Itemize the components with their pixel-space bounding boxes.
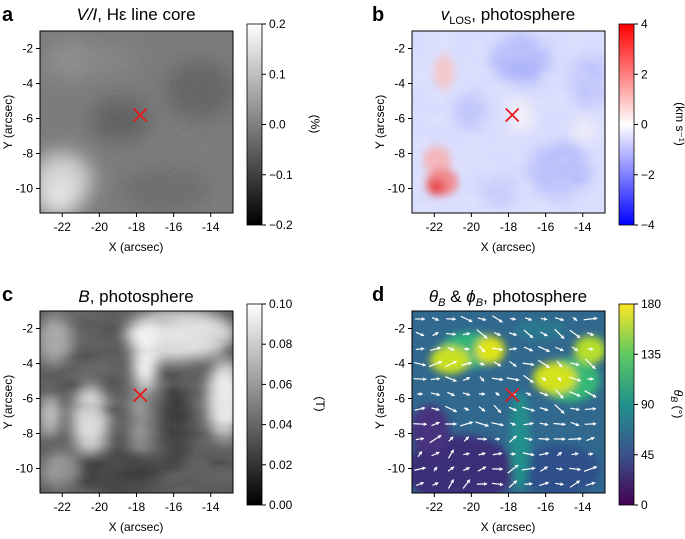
panel-a: a V/I, Hε line core -22 -20 -18 -16 -14 -2 -4 -… bbox=[1, 4, 322, 254]
x-tick-label: -16 bbox=[165, 220, 183, 234]
x-tick-label: -22 bbox=[426, 500, 444, 514]
y-tick-label: -6 bbox=[22, 392, 33, 406]
x-tick-label: -14 bbox=[574, 500, 592, 514]
x-axis-label: X (arcsec) bbox=[109, 240, 164, 254]
colorbar-tick-label: 0.04 bbox=[269, 418, 293, 432]
y-tick-label: -2 bbox=[22, 42, 33, 56]
x-tick-label: -18 bbox=[500, 500, 518, 514]
x-tick-label: -14 bbox=[202, 500, 220, 514]
colorbar-tick-label: 0 bbox=[641, 118, 648, 132]
colorbar-tick-label: 135 bbox=[641, 347, 661, 361]
x-tick-label: -20 bbox=[463, 500, 481, 514]
x-tick-label: -18 bbox=[128, 220, 146, 234]
y-axis-label: Y (arcsec) bbox=[373, 375, 387, 429]
colorbar-tick-label: −0.1 bbox=[269, 168, 293, 182]
colorbar bbox=[247, 24, 262, 225]
y-tick-label: -2 bbox=[394, 42, 405, 56]
x-tick-label: -16 bbox=[537, 220, 555, 234]
x-tick-label: -16 bbox=[537, 500, 555, 514]
panel-title: B, photosphere bbox=[78, 287, 193, 306]
colorbar-tick-label: 0.06 bbox=[269, 377, 293, 391]
x-tick-label: -14 bbox=[574, 220, 592, 234]
y-tick-label: -6 bbox=[394, 392, 405, 406]
panel-label: c bbox=[2, 284, 13, 306]
y-tick-label: -8 bbox=[394, 427, 405, 441]
x-tick-label: -20 bbox=[91, 220, 109, 234]
x-axis-label: X (arcsec) bbox=[109, 520, 164, 534]
colorbar-tick-label: −4 bbox=[641, 218, 655, 232]
y-tick-label: -6 bbox=[22, 112, 33, 126]
y-tick-label: -4 bbox=[394, 357, 405, 371]
panel-c: c B, photosphere -22 -20 -18 -16 -14 -2 -4 -6 -8… bbox=[1, 284, 327, 534]
x-axis-label: X (arcsec) bbox=[481, 240, 536, 254]
colorbar-label: (T) bbox=[313, 396, 327, 411]
colorbar-tick-label: 0.10 bbox=[269, 297, 293, 311]
y-axis-label: Y (arcsec) bbox=[1, 95, 15, 149]
panel-label: b bbox=[372, 4, 384, 26]
colorbar-tick-label: 0.0 bbox=[269, 118, 286, 132]
y-tick-label: -4 bbox=[22, 77, 33, 91]
colorbar bbox=[619, 304, 634, 505]
y-axis-label: Y (arcsec) bbox=[373, 95, 387, 149]
y-axis-label: Y (arcsec) bbox=[1, 375, 15, 429]
colorbar-tick-label: 45 bbox=[641, 448, 655, 462]
colorbar-tick-label: 0.2 bbox=[269, 17, 286, 31]
colorbar bbox=[247, 304, 262, 505]
panel-label: d bbox=[372, 284, 384, 306]
colorbar-label: (%) bbox=[308, 115, 322, 134]
heatmap-image bbox=[405, 311, 606, 505]
x-tick-label: -20 bbox=[91, 500, 109, 514]
colorbar bbox=[619, 24, 634, 225]
x-tick-label: -14 bbox=[202, 220, 220, 234]
y-tick-label: -4 bbox=[394, 77, 405, 91]
colorbar-tick-label: 4 bbox=[641, 17, 648, 31]
heatmap-image bbox=[37, 310, 243, 493]
colorbar-tick-label: −0.2 bbox=[269, 218, 293, 232]
panel-label: a bbox=[2, 4, 14, 26]
panel-title: θB & ϕB, photosphere bbox=[429, 287, 587, 309]
colorbar-tick-label: 90 bbox=[641, 398, 655, 412]
panel-b: b vLOS, photosphere -22-20-18-16-14- bbox=[372, 4, 685, 254]
colorbar-label: θB (°) bbox=[669, 390, 685, 419]
y-tick-label: -8 bbox=[22, 147, 33, 161]
heatmap-image bbox=[412, 31, 610, 213]
heatmap-image bbox=[32, 31, 235, 216]
colorbar-tick-label: −2 bbox=[641, 168, 655, 182]
colorbar-tick-label: 0.1 bbox=[269, 67, 286, 81]
x-tick-label: -22 bbox=[54, 220, 72, 234]
y-tick-label: -4 bbox=[22, 357, 33, 371]
colorbar-tick-label: 0.00 bbox=[269, 498, 293, 512]
y-tick-label: -10 bbox=[388, 462, 406, 476]
y-tick-label: -10 bbox=[16, 182, 34, 196]
colorbar-tick-label: 0.02 bbox=[269, 458, 293, 472]
colorbar-tick-label: 180 bbox=[641, 297, 661, 311]
colorbar-tick-label: 2 bbox=[641, 67, 648, 81]
x-tick-label: -18 bbox=[500, 220, 518, 234]
y-tick-label: -8 bbox=[22, 427, 33, 441]
colorbar-label: (km s⁻¹) bbox=[673, 102, 685, 146]
panel-d: d θB & ϕB, photosphere -22-20-18-16-14-2… bbox=[372, 284, 685, 534]
x-tick-label: -22 bbox=[426, 220, 444, 234]
x-axis-label: X (arcsec) bbox=[481, 520, 536, 534]
x-tick-label: -18 bbox=[128, 500, 146, 514]
panel-title: V/I, Hε line core bbox=[76, 5, 195, 24]
colorbar-tick-label: 0.08 bbox=[269, 337, 293, 351]
y-tick-label: -10 bbox=[388, 182, 406, 196]
y-tick-label: -10 bbox=[16, 462, 34, 476]
y-tick-label: -2 bbox=[22, 322, 33, 336]
x-tick-label: -16 bbox=[165, 500, 183, 514]
y-tick-label: -6 bbox=[394, 112, 405, 126]
panel-title: vLOS, photosphere bbox=[441, 5, 575, 27]
y-tick-label: -2 bbox=[394, 322, 405, 336]
x-tick-label: -22 bbox=[54, 500, 72, 514]
colorbar-tick-label: 0 bbox=[641, 498, 648, 512]
y-tick-label: -8 bbox=[394, 147, 405, 161]
x-tick-label: -20 bbox=[463, 220, 481, 234]
